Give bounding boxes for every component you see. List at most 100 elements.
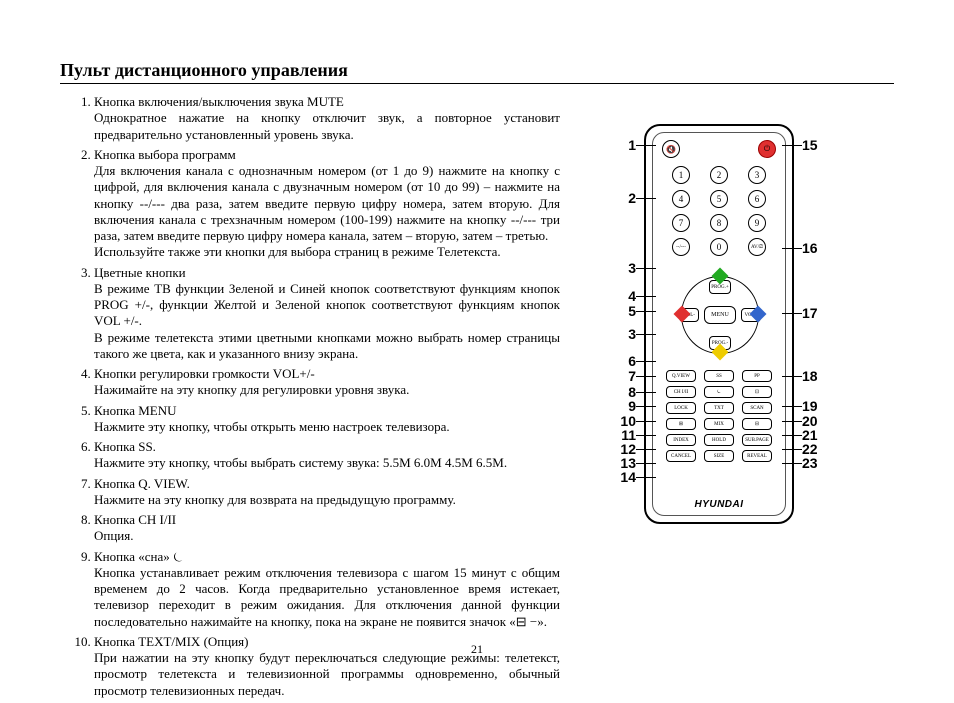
fn-sub.page[interactable]: SUB.PAGE [742, 434, 772, 446]
callout-line [782, 145, 802, 146]
fn-pp[interactable]: PP [742, 370, 772, 382]
digit-8[interactable]: 8 [710, 214, 728, 232]
callout-23: 23 [802, 455, 818, 471]
fn-mix[interactable]: MIX [704, 418, 734, 430]
item-title: Кнопка выбора программ [94, 147, 560, 163]
item-body: Используйте также эти кнопки для выбора … [94, 244, 560, 260]
callout-line [636, 392, 656, 393]
list-item: Кнопка «сна» ⏾Кнопка устанавливает режим… [94, 549, 560, 630]
callout-14: 14 [620, 469, 636, 485]
fn-⊞[interactable]: ⊞ [666, 418, 696, 430]
digit-AV/⎚[interactable]: AV/⎚ [748, 238, 766, 256]
digit-5[interactable]: 5 [710, 190, 728, 208]
callout-3: 3 [628, 326, 636, 342]
digit-6[interactable]: 6 [748, 190, 766, 208]
callout-6: 6 [628, 353, 636, 369]
digit-0[interactable]: 0 [710, 238, 728, 256]
callout-16: 16 [802, 240, 818, 256]
callout-15: 15 [802, 137, 818, 153]
callout-line [782, 248, 802, 249]
callout-line [636, 198, 656, 199]
item-body: Нажмите эту кнопку, чтобы выбрать систем… [94, 455, 560, 471]
item-title: Кнопка Q. VIEW. [94, 476, 560, 492]
callout-5: 5 [628, 303, 636, 319]
fn-scan[interactable]: SCAN [742, 402, 772, 414]
callout-18: 18 [802, 368, 818, 384]
list-item: Кнопка SS.Нажмите эту кнопку, чтобы выбр… [94, 439, 560, 472]
digit-7[interactable]: 7 [672, 214, 690, 232]
callout-line [782, 463, 802, 464]
callout-line [636, 435, 656, 436]
list-item: Кнопка выбора программДля включения кана… [94, 147, 560, 261]
fn-cancel[interactable]: CANCEL [666, 450, 696, 462]
item-body: Нажмите на эту кнопку для возврата на пр… [94, 492, 560, 508]
callout-line [782, 376, 802, 377]
callout-line [636, 449, 656, 450]
content-row: Кнопка включения/выключения звука MUTEОд… [60, 94, 894, 703]
list-item: Кнопка Q. VIEW.Нажмите на эту кнопку для… [94, 476, 560, 509]
list-item: Кнопка включения/выключения звука MUTEОд… [94, 94, 560, 143]
callout-line [782, 435, 802, 436]
callout-7: 7 [628, 368, 636, 384]
fn-reveal[interactable]: REVEAL [742, 450, 772, 462]
item-body: Для включения канала с однозначным номер… [94, 163, 560, 244]
callout-line [636, 311, 656, 312]
callout-17: 17 [802, 305, 818, 321]
mute-button[interactable]: 🔇 [662, 140, 680, 158]
callout-3: 3 [628, 260, 636, 276]
digit-9[interactable]: 9 [748, 214, 766, 232]
digit-4[interactable]: 4 [672, 190, 690, 208]
callout-line [782, 421, 802, 422]
fn-hold[interactable]: HOLD [704, 434, 734, 446]
item-body: В режиме телетекста этими цветными кнопк… [94, 330, 560, 363]
page-number: 21 [0, 642, 954, 657]
item-title: Кнопка SS. [94, 439, 560, 455]
item-body: Опция. [94, 528, 560, 544]
fn-ch i/ii[interactable]: CH I/II [666, 386, 696, 398]
fn-txt[interactable]: TXT [704, 402, 734, 414]
digit-2[interactable]: 2 [710, 166, 728, 184]
fn-q.view[interactable]: Q.VIEW [666, 370, 696, 382]
item-title: Кнопка «сна» ⏾ [94, 549, 560, 565]
item-title: Кнопка CH I/II [94, 512, 560, 528]
callout-2: 2 [628, 190, 636, 206]
power-button[interactable]: ⏻ [758, 140, 776, 158]
callout-1: 1 [628, 137, 636, 153]
page-title: Пульт дистанционного управления [60, 60, 894, 84]
list-item: Цветные кнопкиВ режиме ТВ функции Зелено… [94, 265, 560, 363]
fn-⏾[interactable]: ⏾ [704, 386, 734, 398]
digit---/---[interactable]: --/--- [672, 238, 690, 256]
item-body: При нажатии на эту кнопку будут переключ… [94, 650, 560, 699]
callout-line [782, 406, 802, 407]
callout-line [636, 406, 656, 407]
fn-size[interactable]: SIZE [704, 450, 734, 462]
digit-1[interactable]: 1 [672, 166, 690, 184]
fn-index[interactable]: INDEX [666, 434, 696, 446]
brand-label: HYUNDAI [646, 499, 792, 510]
fn-ss[interactable]: SS [704, 370, 734, 382]
remote-outline: 🔇 ⏻ 123456789--/---0AV/⎚ PROG.+ PROG.- V… [644, 124, 794, 524]
menu-button[interactable]: MENU [704, 306, 736, 324]
callout-line [636, 361, 656, 362]
item-title: Кнопка MENU [94, 403, 560, 419]
callout-line [636, 421, 656, 422]
item-body: Кнопка устанавливает режим отключения те… [94, 565, 560, 630]
callout-line [636, 145, 656, 146]
callout-line [782, 449, 802, 450]
digit-3[interactable]: 3 [748, 166, 766, 184]
remote-diagram: 🔇 ⏻ 123456789--/---0AV/⎚ PROG.+ PROG.- V… [574, 124, 894, 564]
item-body: Нажимайте на эту кнопку для регулировки … [94, 382, 560, 398]
fn-lock[interactable]: LOCK [666, 402, 696, 414]
item-body: Однократное нажатие на кнопку отключит з… [94, 110, 560, 143]
callout-19: 19 [802, 398, 818, 414]
list-item: Кнопка MENUНажмите эту кнопку, чтобы отк… [94, 403, 560, 436]
callout-4: 4 [628, 288, 636, 304]
callout-line [636, 463, 656, 464]
fn-⊡[interactable]: ⊡ [742, 386, 772, 398]
list-item: Кнопка CH I/IIОпция. [94, 512, 560, 545]
item-body: В режиме ТВ функции Зеленой и Синей кноп… [94, 281, 560, 330]
fn-⊟[interactable]: ⊟ [742, 418, 772, 430]
callout-line [636, 376, 656, 377]
callout-line [636, 334, 656, 335]
callout-line [636, 268, 656, 269]
